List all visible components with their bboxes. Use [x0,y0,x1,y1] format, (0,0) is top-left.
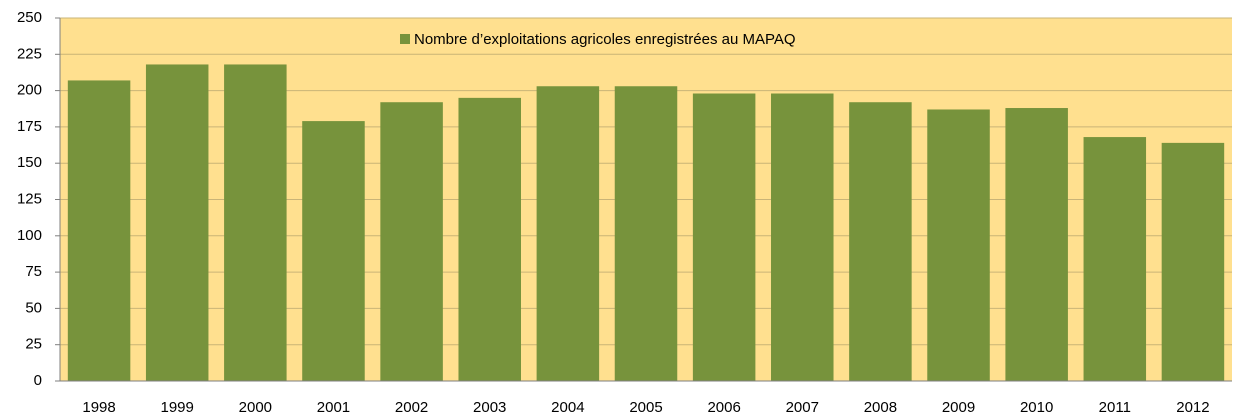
bar [458,97,521,382]
x-tick-label: 1999 [161,399,194,416]
x-tick-label: 2001 [317,399,350,416]
x-tick-label: 2002 [395,399,428,416]
y-tick-label: 125 [17,190,42,207]
y-tick-label: 0 [34,372,42,389]
x-tick-label: 1998 [82,399,115,416]
x-tick-label: 2007 [786,399,819,416]
bar [1161,142,1225,381]
legend-swatch [400,34,410,44]
bar [1005,108,1068,382]
bar [1083,137,1147,381]
x-tick-label: 2009 [942,399,975,416]
bar [145,64,209,382]
y-tick-label: 50 [25,299,42,316]
bar [67,80,131,381]
bar [302,121,365,381]
y-tick-label: 75 [25,263,42,280]
y-tick-label: 150 [17,154,42,171]
y-tick-label: 175 [17,118,42,135]
bar [771,93,834,381]
y-tick-label: 225 [17,45,42,62]
x-tick-label: 2003 [473,399,506,416]
bar [224,64,287,382]
x-tick-label: 2000 [239,399,272,416]
y-tick-label: 25 [25,336,42,353]
y-tick-label: 100 [17,227,42,244]
bar [692,93,756,381]
bar [927,109,990,381]
y-tick-label: 200 [17,82,42,99]
x-tick-label: 2008 [864,399,897,416]
bar [536,86,600,381]
x-tick-label: 2010 [1020,399,1053,416]
x-tick-label: 2012 [1176,399,1209,416]
legend-label: Nombre d’exploitations agricoles enregis… [414,31,796,48]
y-tick-label: 250 [17,9,42,26]
bar [614,86,678,381]
bar [380,102,443,381]
x-tick-label: 2006 [707,399,740,416]
x-tick-label: 2004 [551,399,584,416]
x-tick-label: 2011 [1099,399,1131,416]
bar [849,102,912,381]
x-tick-label: 2005 [629,399,662,416]
